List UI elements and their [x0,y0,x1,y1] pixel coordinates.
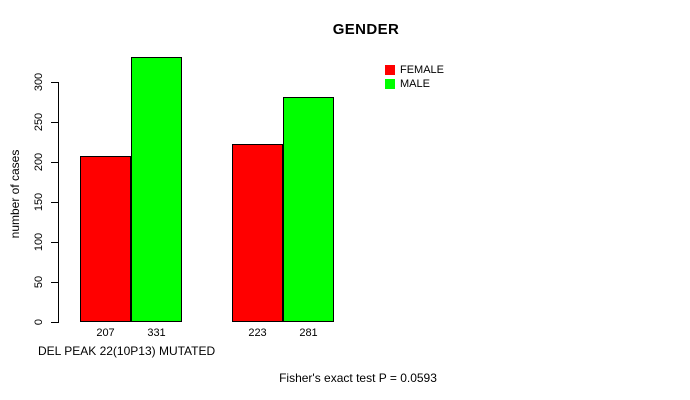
y-tick-label: 100 [33,232,45,252]
bar-value-male-group1: 331 [147,327,166,339]
y-tick-mark [51,282,58,283]
y-tick-label: 250 [33,112,45,132]
y-axis-label: number of cases [8,149,22,239]
y-tick-mark [51,162,58,163]
y-tick-label: 50 [33,275,45,289]
legend-label-male: MALE [400,78,430,90]
bar-value-female-group2: 223 [248,327,267,339]
legend-swatch-male [385,79,395,89]
y-axis-line [58,82,59,323]
y-tick-label: 150 [33,192,45,212]
y-tick-mark [51,242,58,243]
bar-female-group2 [232,143,283,322]
bar-value-female-group1: 207 [96,327,115,339]
bar-value-male-group2: 281 [299,327,318,339]
fisher-test-annotation: Fisher's exact test P = 0.0593 [279,371,437,385]
y-tick-mark [51,122,58,123]
y-tick-mark [51,82,58,83]
y-tick-label: 0 [33,318,45,326]
y-tick-label: 200 [33,152,45,172]
bar-female-group1 [80,156,131,322]
y-tick-mark [51,322,58,323]
chart-title: GENDER [332,21,400,38]
bar-male-group1 [131,57,182,322]
legend-swatch-female [385,65,395,75]
bar-male-group2 [283,97,334,322]
y-tick-label: 300 [33,72,45,92]
x-axis-group-label: DEL PEAK 22(10P13) MUTATED [38,344,216,358]
legend-label-female: FEMALE [400,64,445,76]
y-tick-mark [51,202,58,203]
